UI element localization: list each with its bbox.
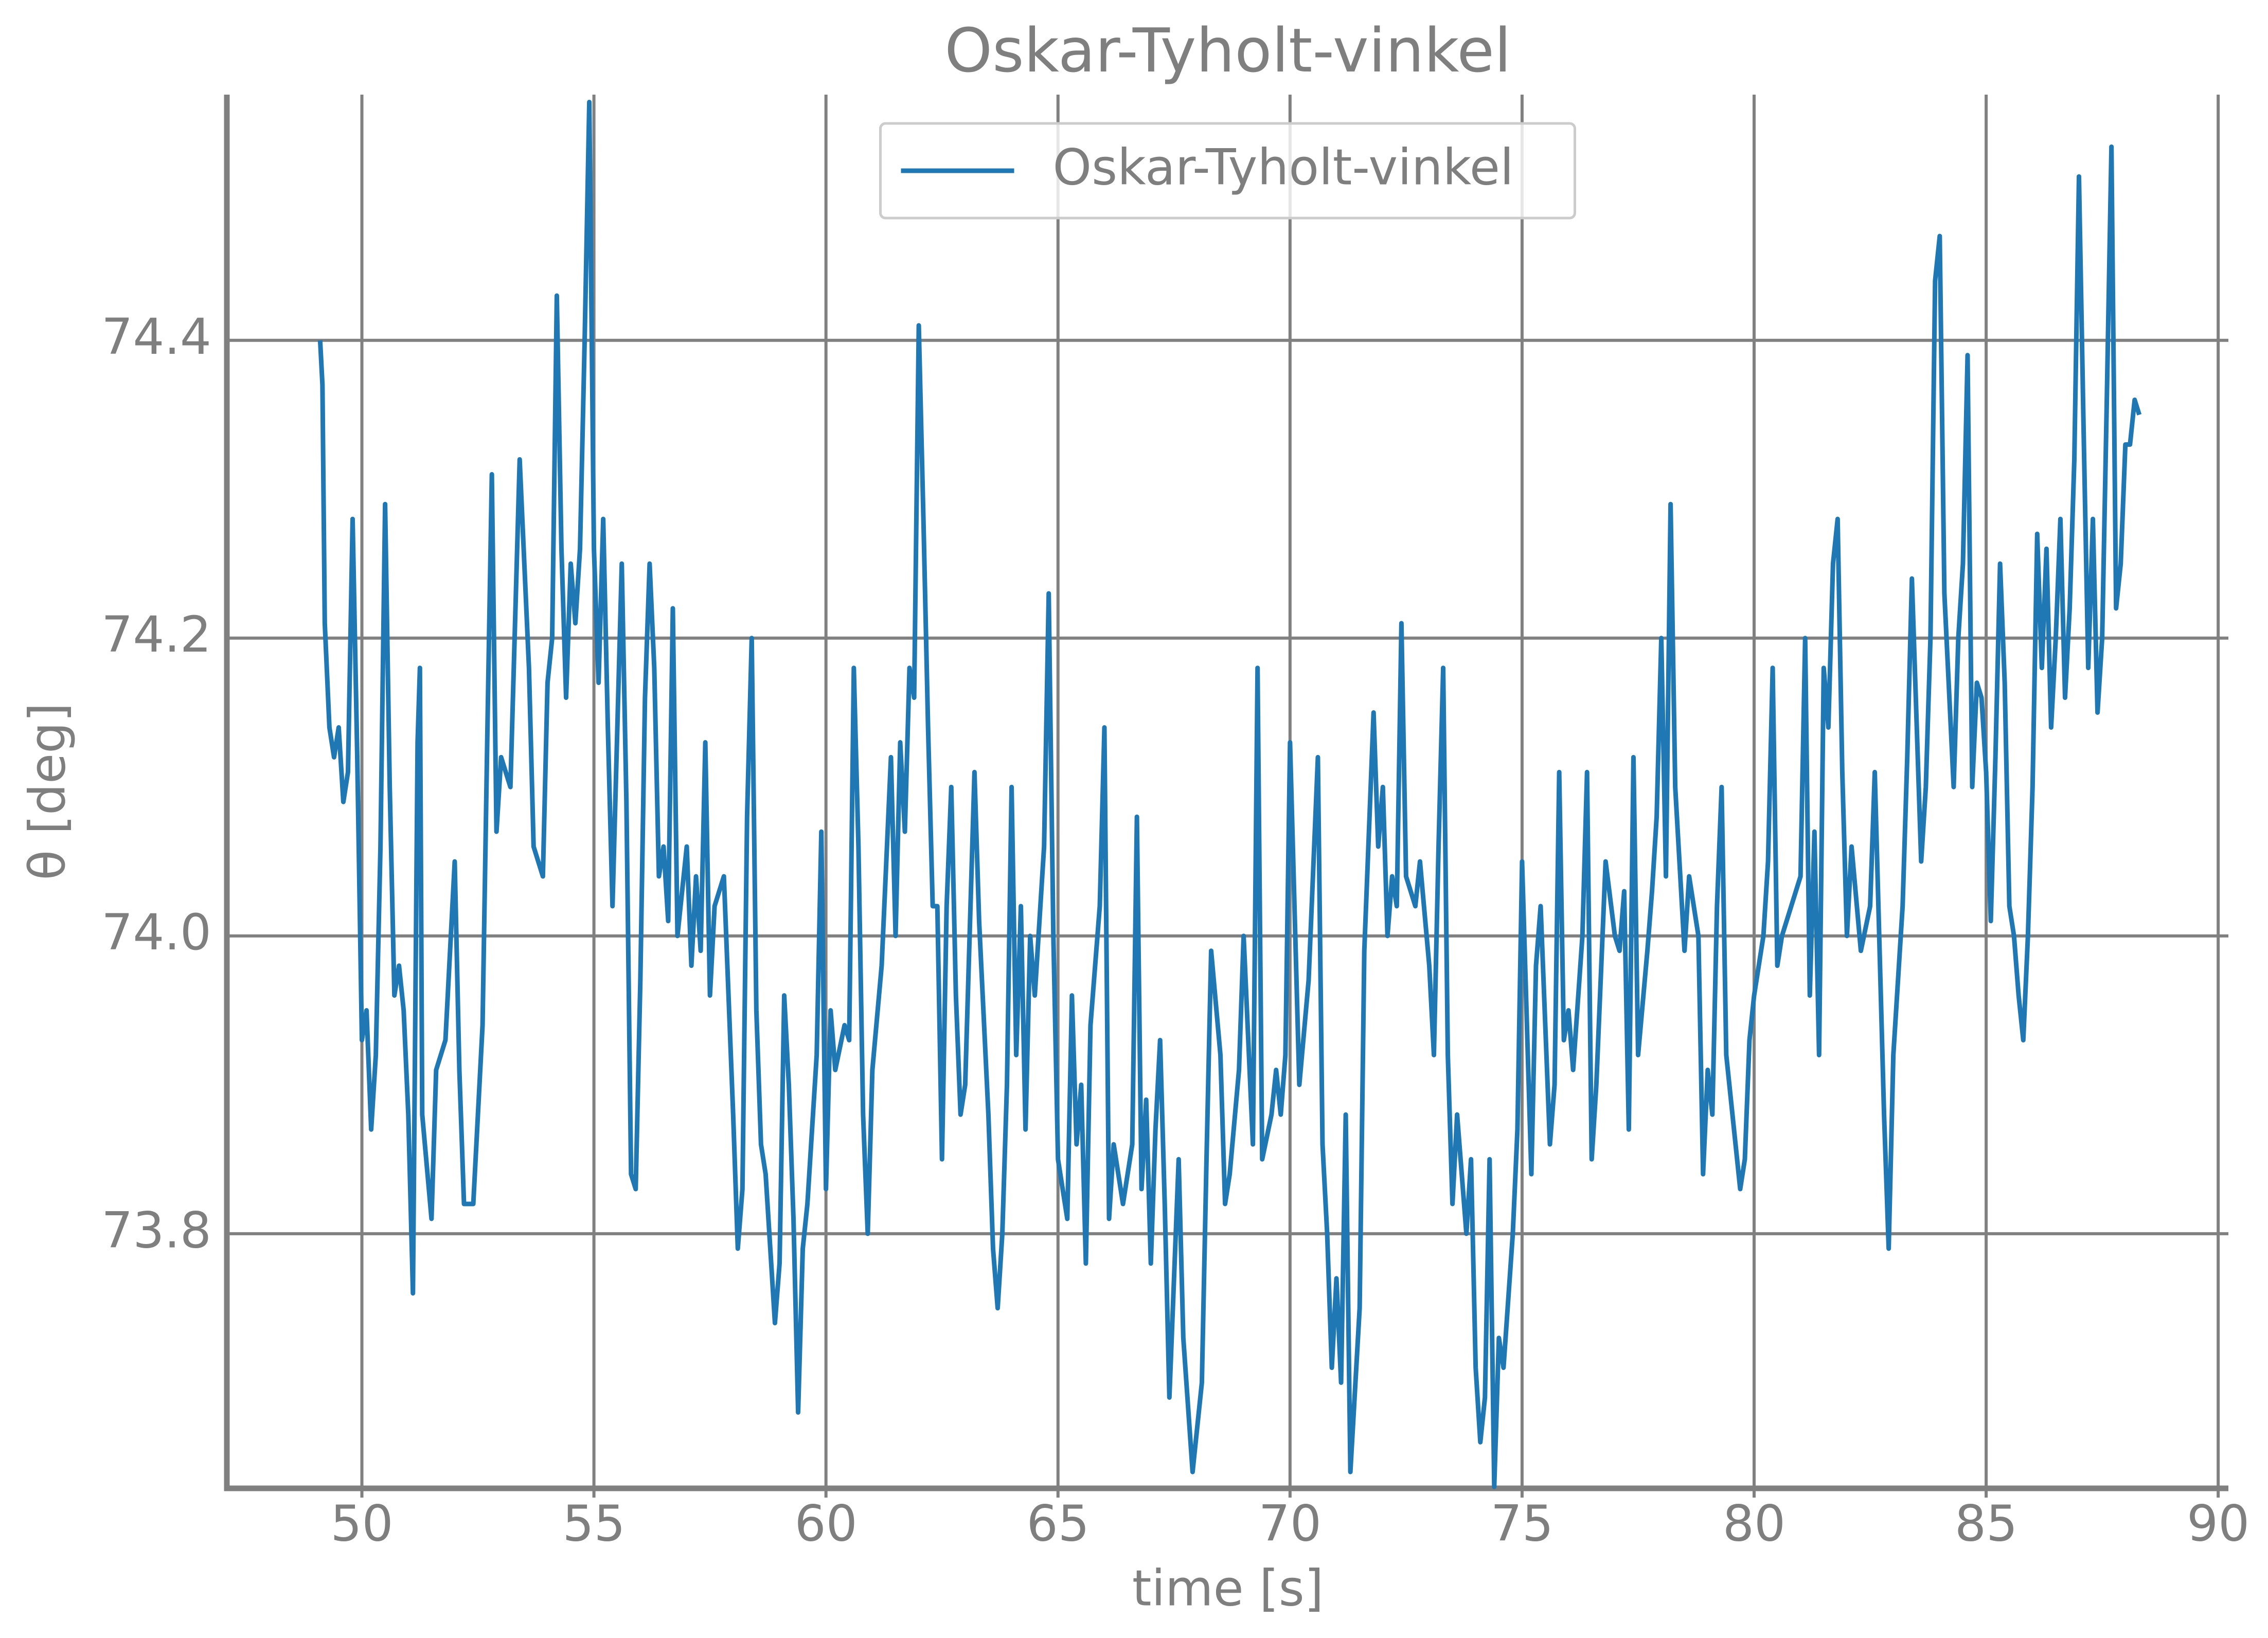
x-tick-label: 55 — [563, 1495, 626, 1552]
y-axis-label: θ [deg] — [19, 703, 76, 880]
y-tick-label: 74.4 — [101, 308, 211, 366]
x-tick-label: 80 — [1723, 1495, 1785, 1552]
x-axis-label: time [s] — [1132, 1559, 1324, 1617]
x-tick-label: 75 — [1491, 1495, 1553, 1552]
x-tick-label: 60 — [795, 1495, 858, 1552]
chart-title: Oskar-Tyholt-vinkel — [944, 15, 1511, 86]
legend-box — [879, 122, 1576, 220]
y-tick-label: 73.8 — [101, 1201, 211, 1259]
x-tick-label: 50 — [330, 1495, 393, 1552]
x-tick-label: 90 — [2187, 1495, 2249, 1552]
x-tick-label: 70 — [1259, 1495, 1321, 1552]
line-series — [317, 99, 2142, 1489]
legend-label: Oskar-Tyholt-vinkel — [1053, 138, 1514, 196]
x-tick-label: 65 — [1027, 1495, 1090, 1552]
y-tick-label: 74.2 — [101, 606, 211, 663]
x-tick-label: 85 — [1955, 1495, 2017, 1552]
y-tick-label: 74.0 — [101, 904, 211, 961]
